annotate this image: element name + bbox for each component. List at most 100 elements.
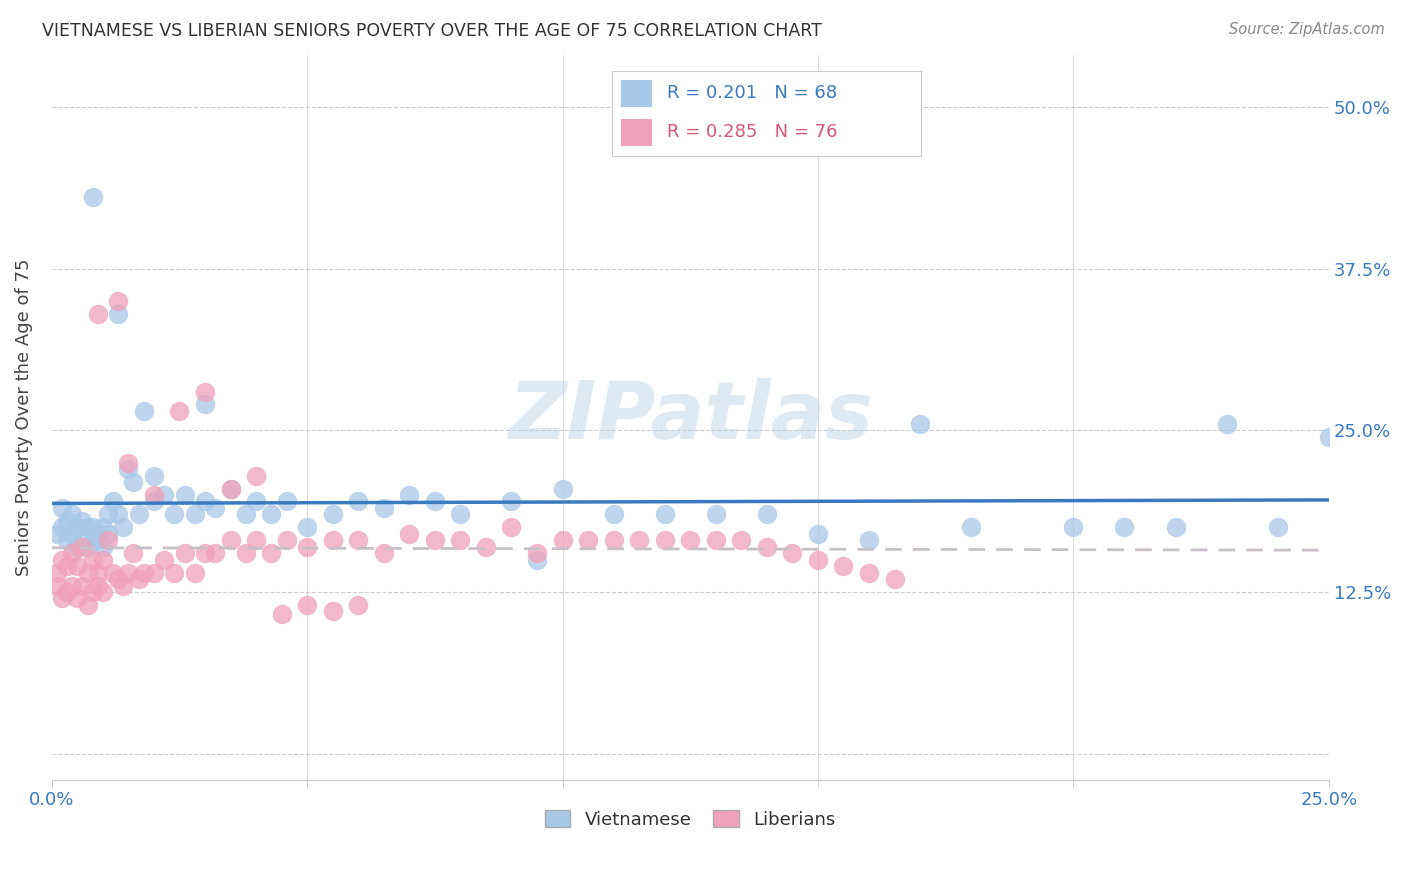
Point <box>755 508 778 522</box>
Point <box>373 500 395 515</box>
Point <box>107 508 129 522</box>
Point <box>142 566 165 580</box>
Point <box>82 190 104 204</box>
Point <box>184 566 207 580</box>
Point <box>807 552 830 566</box>
Point <box>551 533 574 548</box>
Point <box>153 552 176 566</box>
Point <box>72 514 94 528</box>
Point <box>128 572 150 586</box>
Point <box>322 533 344 548</box>
Point <box>87 526 110 541</box>
Point <box>97 526 120 541</box>
Point <box>97 508 120 522</box>
Point <box>142 494 165 508</box>
Point <box>117 456 139 470</box>
Point <box>551 482 574 496</box>
Point <box>173 546 195 560</box>
Point <box>184 508 207 522</box>
Point <box>260 508 283 522</box>
Point <box>76 598 98 612</box>
Point <box>960 520 983 534</box>
Point <box>858 533 880 548</box>
Point <box>173 488 195 502</box>
Point <box>423 494 446 508</box>
Point <box>194 494 217 508</box>
Point <box>347 533 370 548</box>
Point <box>219 482 242 496</box>
Point <box>704 508 727 522</box>
Legend: Vietnamese, Liberians: Vietnamese, Liberians <box>538 803 842 836</box>
Point <box>82 533 104 548</box>
Text: VIETNAMESE VS LIBERIAN SENIORS POVERTY OVER THE AGE OF 75 CORRELATION CHART: VIETNAMESE VS LIBERIAN SENIORS POVERTY O… <box>42 22 823 40</box>
Point <box>245 533 267 548</box>
Point <box>883 572 905 586</box>
Point <box>501 494 523 508</box>
Point <box>245 494 267 508</box>
Point <box>56 559 79 574</box>
Point <box>526 546 548 560</box>
Point <box>82 585 104 599</box>
Point <box>153 488 176 502</box>
Point <box>526 552 548 566</box>
Point <box>204 546 226 560</box>
Point <box>107 293 129 308</box>
Point <box>373 546 395 560</box>
Point <box>87 566 110 580</box>
Point <box>194 546 217 560</box>
Point <box>1114 520 1136 534</box>
Point <box>132 566 155 580</box>
Point <box>112 578 135 592</box>
Point <box>449 508 471 522</box>
Point <box>60 578 83 592</box>
Point <box>1317 430 1340 444</box>
Point <box>82 520 104 534</box>
Point <box>56 585 79 599</box>
Bar <box>621 119 652 146</box>
Point <box>1267 520 1289 534</box>
Point <box>858 566 880 580</box>
Point <box>72 578 94 592</box>
Point <box>82 552 104 566</box>
Point <box>270 607 292 621</box>
Point <box>66 559 89 574</box>
Point <box>76 566 98 580</box>
Point <box>295 540 318 554</box>
Point <box>142 488 165 502</box>
Point <box>97 533 120 548</box>
Point <box>87 533 110 548</box>
Point <box>117 566 139 580</box>
Point <box>51 500 73 515</box>
Point <box>398 488 420 502</box>
Point <box>87 307 110 321</box>
Point <box>628 533 651 548</box>
Point <box>730 533 752 548</box>
Text: R = 0.201   N = 68: R = 0.201 N = 68 <box>668 85 838 103</box>
Point <box>51 520 73 534</box>
Point <box>56 514 79 528</box>
Point <box>204 500 226 515</box>
Point <box>66 540 89 554</box>
Point <box>60 546 83 560</box>
Text: R = 0.285   N = 76: R = 0.285 N = 76 <box>668 123 838 141</box>
Point <box>56 533 79 548</box>
Point <box>295 598 318 612</box>
Point <box>276 533 298 548</box>
Point <box>1215 417 1237 431</box>
Point <box>91 585 114 599</box>
Point <box>235 508 257 522</box>
Point <box>908 417 931 431</box>
Point <box>219 482 242 496</box>
Point <box>602 508 624 522</box>
Point <box>219 533 242 548</box>
Point <box>398 526 420 541</box>
Point <box>295 520 318 534</box>
Point <box>347 494 370 508</box>
Point <box>45 526 67 541</box>
Point <box>276 494 298 508</box>
Point <box>60 526 83 541</box>
Point <box>72 540 94 554</box>
Point <box>163 508 186 522</box>
Point <box>132 404 155 418</box>
Point <box>1062 520 1084 534</box>
